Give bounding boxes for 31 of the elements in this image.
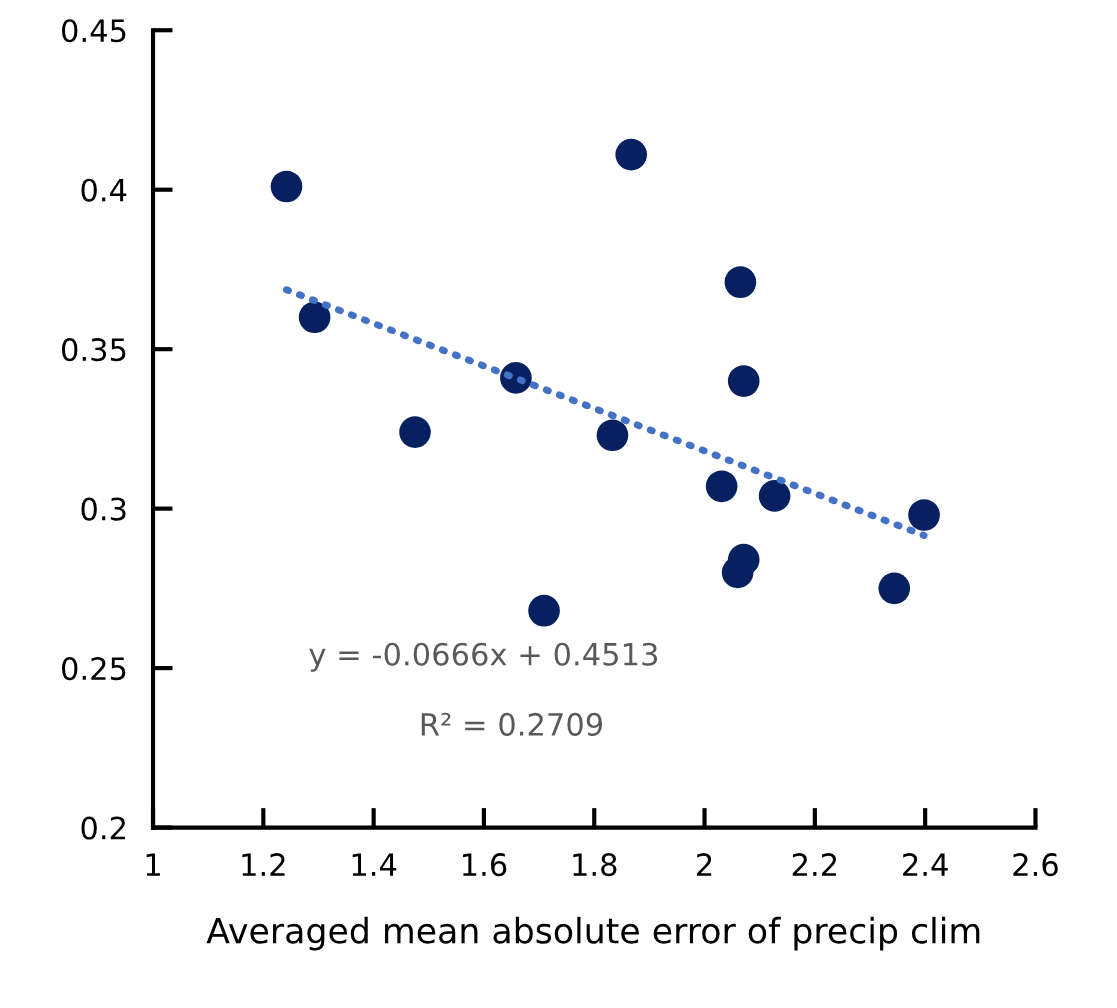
- point: [727, 365, 760, 397]
- x-tick-label: 2.2: [792, 853, 837, 876]
- annotation: R² = 0.2709: [421, 712, 603, 736]
- point: [615, 138, 648, 171]
- point: [758, 480, 791, 512]
- point: [705, 470, 738, 503]
- x-axis-title: Averaged mean absolute error of precip clim: [206, 916, 980, 951]
- y-tick-label: 0.35: [62, 338, 126, 362]
- point: [528, 594, 560, 627]
- x-tick-label: 1.4: [352, 853, 397, 876]
- x-tick-label: 1: [146, 853, 160, 876]
- point: [270, 170, 303, 203]
- x-tick-label: 1.8: [573, 853, 617, 877]
- point: [596, 419, 629, 452]
- y-tick-label: 0.3: [81, 497, 126, 521]
- y-tick-label: 0.2: [81, 816, 125, 840]
- x-tick-label: 2.6: [1013, 853, 1058, 877]
- x-tick-label: 1.2: [242, 853, 285, 876]
- x-tick-label: 2: [697, 853, 712, 876]
- point: [721, 556, 754, 589]
- point: [298, 301, 331, 334]
- point: [724, 266, 757, 299]
- y-tick-label: 0.45: [62, 19, 126, 43]
- x-tick-label: 2.4: [903, 853, 948, 876]
- y-tick-label: 0.25: [62, 657, 126, 681]
- y-tick-label: 0.4: [81, 178, 127, 202]
- point: [399, 416, 431, 448]
- x-tick-label: 1.6: [463, 853, 507, 877]
- annotation: y = -0.0666x + 0.4513: [309, 642, 658, 672]
- point: [908, 499, 940, 531]
- point: [878, 572, 911, 605]
